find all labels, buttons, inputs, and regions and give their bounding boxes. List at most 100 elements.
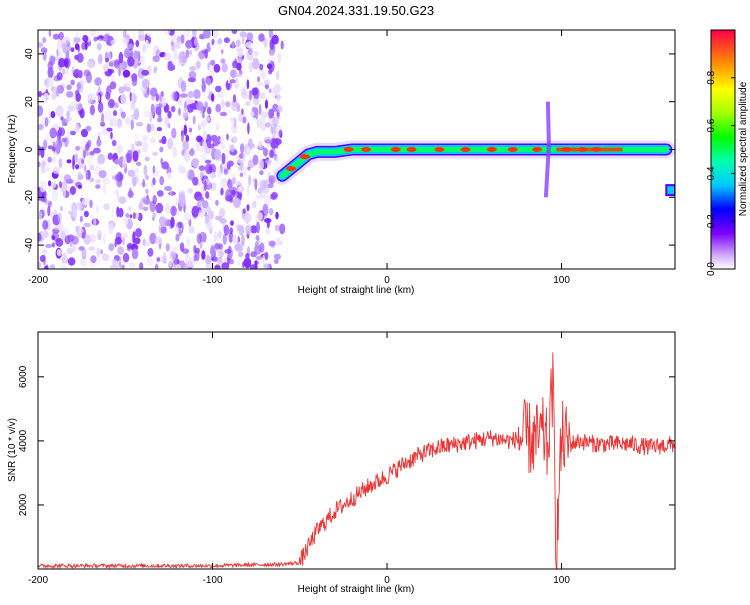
noise-blob	[134, 167, 139, 173]
noise-blob	[246, 247, 250, 254]
x-tick-label: -100	[203, 275, 223, 286]
noise-blob	[66, 110, 70, 119]
noise-blob	[246, 32, 254, 41]
noise-blob	[170, 105, 176, 113]
noise-blob	[196, 135, 203, 143]
noise-blob	[189, 127, 192, 133]
noise-blob	[269, 39, 274, 50]
noise-blob	[178, 227, 182, 237]
noise-blob	[39, 180, 47, 193]
noise-blob	[167, 64, 176, 71]
noise-blob	[85, 170, 89, 181]
noise-blob	[244, 212, 252, 224]
noise-blob	[167, 138, 174, 150]
noise-blob	[145, 188, 149, 195]
noise-blob	[83, 234, 92, 245]
noise-blob	[79, 108, 85, 119]
noise-blob	[107, 152, 113, 160]
noise-blob	[115, 174, 118, 182]
noise-blob	[132, 212, 136, 220]
noise-blob	[102, 177, 110, 185]
noise-blob	[52, 33, 60, 40]
noise-blob	[271, 122, 275, 128]
noise-blob	[51, 242, 56, 248]
noise-blob	[122, 37, 130, 45]
noise-blob	[89, 199, 93, 209]
noise-blob	[53, 225, 61, 231]
noise-blob	[270, 193, 277, 201]
noise-blob	[103, 233, 106, 245]
noise-blob	[247, 166, 251, 171]
noise-blob	[247, 185, 250, 196]
noise-blob	[256, 212, 263, 221]
y-tick-label: 4000	[18, 429, 29, 452]
noise-blob	[156, 257, 161, 262]
noise-blob	[267, 182, 274, 189]
noise-blob	[268, 48, 275, 56]
noise-blob	[86, 149, 89, 157]
noise-blob	[217, 230, 222, 239]
noise-blob	[131, 248, 139, 260]
noise-blob	[231, 177, 235, 186]
noise-blob	[127, 169, 136, 177]
noise-blob	[181, 130, 184, 143]
noise-blob	[238, 185, 243, 192]
noise-blob	[242, 150, 246, 163]
noise-blob	[142, 44, 146, 53]
noise-blob	[120, 111, 126, 119]
noise-blob	[89, 177, 94, 182]
noise-blob	[73, 73, 80, 78]
noise-blob	[150, 103, 155, 115]
noise-blob	[210, 134, 218, 142]
noise-blob	[118, 256, 122, 268]
noise-blob	[255, 235, 260, 241]
noise-blob	[108, 243, 115, 252]
colorbar-tick-label: 0.8	[706, 70, 717, 84]
noise-blob	[179, 93, 188, 98]
noise-blob	[273, 36, 279, 45]
noise-blob	[209, 245, 216, 257]
noise-blob	[219, 142, 226, 150]
noise-blob	[120, 93, 127, 105]
noise-blob	[201, 250, 206, 260]
noise-blob	[185, 49, 190, 59]
noise-blob	[163, 252, 167, 262]
noise-blob	[167, 110, 172, 119]
noise-blob	[266, 63, 273, 70]
noise-blob	[58, 57, 66, 68]
noise-blob	[165, 202, 171, 215]
noise-blob	[96, 204, 100, 215]
noise-blob	[63, 174, 72, 182]
noise-blob	[214, 264, 221, 269]
noise-blob	[83, 210, 89, 218]
noise-blob	[62, 36, 71, 45]
noise-blob	[187, 169, 195, 181]
noise-blob	[277, 52, 282, 64]
noise-blob	[247, 47, 253, 56]
noise-blob	[119, 60, 123, 73]
noise-blob	[221, 49, 224, 54]
noise-blob	[223, 224, 230, 236]
noise-blob	[88, 246, 96, 251]
noise-blob	[96, 247, 100, 258]
noise-blob	[216, 91, 225, 99]
noise-blob	[60, 116, 63, 121]
noise-blob	[70, 130, 76, 136]
noise-blob	[260, 111, 268, 119]
colorbar-ticks: 0.0 0.2 0.4 0.6 0.8	[706, 70, 735, 276]
noise-blob	[201, 81, 206, 93]
noise-blob	[264, 139, 272, 144]
noise-blob	[127, 190, 134, 198]
noise-blob	[217, 135, 222, 145]
noise-blob	[234, 73, 243, 78]
noise-blob	[144, 156, 150, 162]
noise-blob	[114, 159, 120, 165]
noise-blob	[183, 30, 191, 39]
noise-blob	[236, 62, 242, 71]
noise-blob	[247, 122, 250, 135]
noise-blob	[83, 164, 87, 173]
noise-blob	[135, 40, 140, 48]
noise-blob	[149, 111, 153, 123]
noise-blob	[49, 127, 57, 139]
noise-blob	[55, 90, 60, 97]
